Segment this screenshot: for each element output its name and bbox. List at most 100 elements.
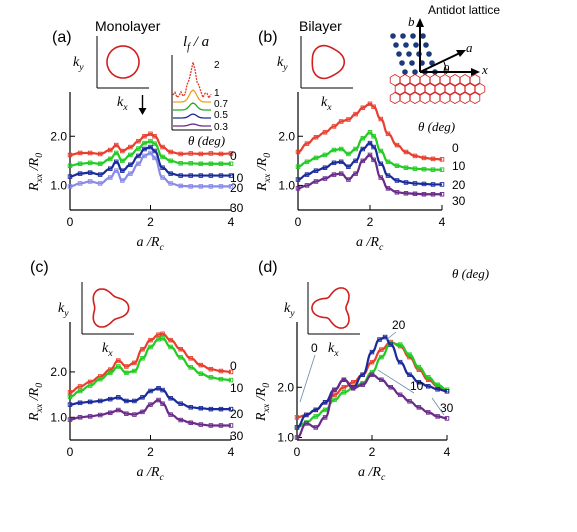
antidot-lattice: Antidot lattice b a θ x [389,3,500,104]
data-point [178,183,183,189]
data-point [313,414,319,419]
data-point [77,384,83,389]
series-label-0: 0 [311,341,318,355]
data-point [208,173,214,178]
data-point [228,406,234,412]
data-point [148,388,153,394]
data-point [430,192,436,197]
x-tick-label: 0 [294,445,301,459]
lf-curve-0.5 [173,113,211,119]
series-line [69,332,232,394]
data-point [304,183,310,188]
antidot [402,69,408,75]
antidot [403,42,409,48]
data-point [120,148,125,154]
data-point [435,382,440,388]
antidot [409,60,415,66]
series-line [296,373,448,439]
data-point [188,151,193,156]
data-point [160,144,165,150]
data-point [218,173,224,178]
data-point [188,365,193,370]
data-point [394,190,400,195]
series-line [297,153,442,196]
data-point [97,161,103,167]
data-point [331,124,337,129]
theta-arc [443,61,447,73]
data-point [198,371,204,376]
hex-cell [454,83,466,95]
data-point [371,157,376,163]
hex-cell [409,74,421,86]
data-point [140,409,145,415]
series-label-10: 10 [230,171,244,185]
data-point [148,344,153,350]
data-point [77,400,83,406]
data-point [142,153,147,159]
data-point [377,337,382,342]
data-point [114,168,119,173]
data-point [353,158,358,164]
x-tick-label: 2 [147,215,154,229]
data-point [228,151,234,156]
data-point [148,138,153,144]
data-point [67,152,73,158]
data-point [430,182,436,187]
data-point [188,184,193,189]
hex-cell [464,83,476,95]
data-point [156,397,161,403]
hex-cell [389,74,401,86]
lf-title: lf / a [183,34,209,53]
data-point [403,191,409,196]
antidot [406,51,412,57]
fermi-contour [311,287,350,329]
data-point [444,389,450,394]
data-point [168,181,173,186]
data-point [87,160,93,166]
x-axis-label: a /Rc [137,465,165,483]
data-point [188,161,193,166]
data-point [397,392,403,398]
lf-curve-1 [173,89,211,103]
data-point [120,168,125,173]
data-point [208,184,214,189]
data-point [67,184,73,189]
data-point [346,164,351,169]
lf-curve-label: 0.7 [214,99,228,110]
data-point [160,165,165,170]
data-point [341,390,347,395]
lf-curve-label: 0.3 [214,122,228,133]
data-point [421,192,427,197]
data-point [198,161,204,167]
a-vector [419,51,463,73]
data-point [332,397,337,403]
series-label-30: 30 [230,429,244,443]
antidot [399,60,405,66]
hex-cell [419,74,431,86]
x-tick-label: 4 [228,445,235,459]
data-point [412,191,418,197]
ky-label: ky [58,301,69,319]
data-point [228,173,234,178]
y-tick-label: 2.0 [278,129,295,143]
data-point [371,104,376,109]
y-axis-label: Rxx /R0 [27,153,45,192]
data-point [124,398,129,404]
data-point [218,376,224,382]
data-point [439,157,445,162]
data-point [218,151,224,157]
data-point [351,380,356,385]
data-point [367,152,373,158]
data-point [148,131,153,137]
data-point [140,356,145,361]
data-point [87,179,93,184]
x-axis-label: a /Rc [137,235,165,253]
y-tick-label: 2.0 [277,380,294,394]
antidot [400,33,406,39]
data-point [385,186,391,191]
x-tick-label: 4 [228,215,235,229]
data-point [160,336,165,341]
data-point [439,192,445,197]
leader-line [431,397,445,416]
data-point [304,412,309,418]
